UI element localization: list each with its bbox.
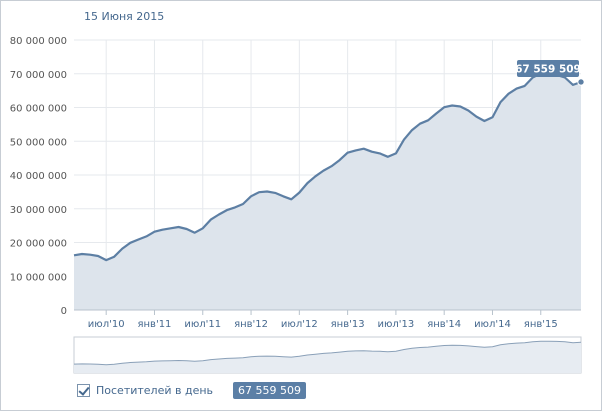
series-line — [73, 72, 582, 262]
range-navigator[interactable] — [73, 336, 582, 374]
y-tick-label: 60 000 000 — [10, 104, 67, 115]
y-tick-label: 40 000 000 — [10, 171, 67, 182]
tooltip-value: 67 559 509 — [515, 63, 581, 75]
y-axis: 0 10 000 000 20 000 000 30 000 000 40 000 00… — [10, 36, 67, 317]
x-tick-label: июл'13 — [378, 319, 415, 330]
x-tick-label: янв'15 — [524, 319, 558, 330]
x-tick-label: янв'14 — [427, 319, 461, 330]
y-tick-label: 0 — [61, 306, 67, 317]
navigator-area — [74, 341, 581, 373]
series-checkbox[interactable] — [77, 384, 90, 397]
x-tick-label: июл'10 — [88, 319, 125, 330]
x-tick-label: июл'14 — [474, 319, 511, 330]
y-tick-label: 30 000 000 — [10, 205, 67, 216]
tooltip-box — [517, 59, 579, 77]
x-tick-label: янв'12 — [234, 319, 268, 330]
legend-label[interactable]: Посетителей в день — [96, 384, 214, 397]
y-tick-label: 10 000 000 — [10, 272, 67, 283]
x-tick-label: янв'13 — [331, 319, 365, 330]
x-tick-label: июл'11 — [184, 319, 221, 330]
y-tick-label: 80 000 000 — [10, 36, 67, 47]
data-point-marker — [577, 78, 585, 86]
legend: Посетителей в день 67 559 509 — [77, 382, 307, 399]
plot-area — [73, 72, 585, 311]
x-tick-label: янв'11 — [138, 319, 172, 330]
navigator-line — [73, 340, 582, 366]
x-axis: июл'10 янв'11 июл'11 янв'12 июл'12 янв'13 июл'… — [74, 309, 581, 330]
y-tick-label: 70 000 000 — [10, 70, 67, 81]
x-tick-label: июл'12 — [281, 319, 318, 330]
y-tick-label: 50 000 000 — [10, 137, 67, 148]
date-label: 15 Июня 2015 — [84, 10, 165, 23]
series-area — [74, 73, 581, 311]
y-tick-label: 20 000 000 — [10, 239, 67, 250]
legend-value-badge: 67 559 509 — [233, 382, 307, 399]
value-tooltip: 67 559 509 — [515, 59, 581, 77]
